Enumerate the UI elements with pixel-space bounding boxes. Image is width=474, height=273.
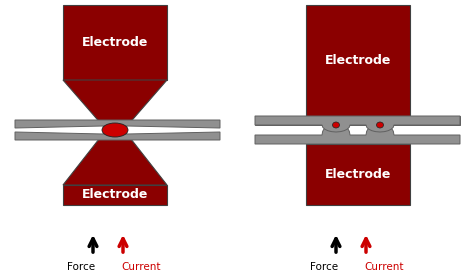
Polygon shape [63,134,167,185]
Text: Electrode: Electrode [82,188,148,201]
Bar [255,116,460,125]
Polygon shape [306,144,410,205]
Text: Current: Current [364,262,404,272]
Text: Force: Force [310,262,338,272]
Polygon shape [255,123,460,144]
Polygon shape [306,5,410,116]
Text: Electrode: Electrode [82,36,148,49]
Polygon shape [15,120,220,128]
Text: Electrode: Electrode [325,54,391,67]
Polygon shape [63,185,167,205]
Polygon shape [15,132,220,140]
Text: Force: Force [67,262,95,272]
Ellipse shape [376,122,383,128]
Polygon shape [63,80,167,126]
Text: Electrode: Electrode [325,168,391,181]
Ellipse shape [102,123,128,137]
Text: Current: Current [121,262,161,272]
Polygon shape [255,116,460,132]
Ellipse shape [332,122,339,128]
Polygon shape [63,5,167,80]
